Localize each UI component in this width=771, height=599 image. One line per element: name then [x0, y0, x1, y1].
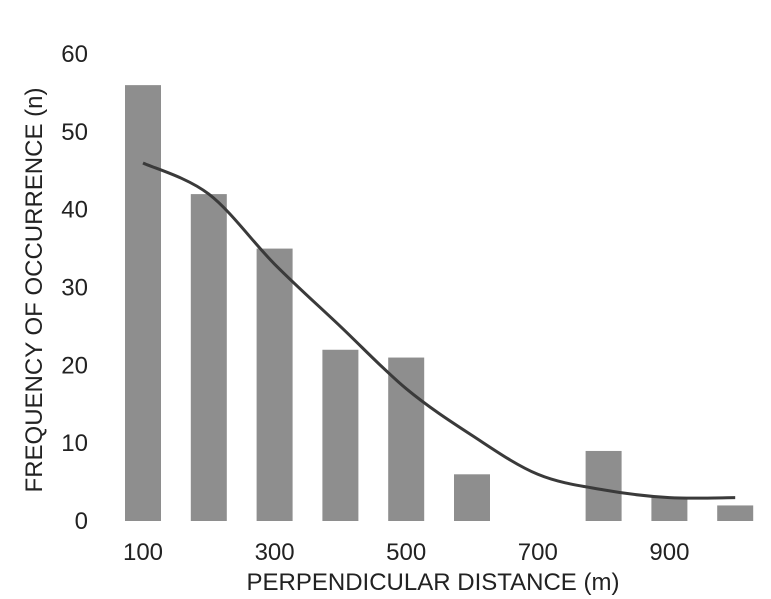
bar-600 — [454, 474, 490, 521]
x-tick-label: 500 — [386, 539, 426, 566]
x-tick-label: 900 — [649, 539, 689, 566]
y-tick-label: 30 — [61, 275, 88, 302]
bar-500 — [388, 357, 425, 521]
y-tick-label: 60 — [61, 41, 88, 68]
bar-800 — [585, 450, 622, 521]
bar-400 — [322, 349, 359, 521]
y-tick-label: 40 — [61, 197, 88, 224]
x-axis-ticks: 100 300 500 700 900 — [123, 539, 689, 566]
y-tick-label: 0 — [75, 508, 88, 535]
bar-300 — [256, 248, 293, 522]
y-axis-title: FREQUENCY OF OCCURRENCE (n) — [21, 88, 48, 493]
fitted-detection-curve — [142, 161, 736, 500]
bar-100 — [125, 85, 161, 521]
x-tick-label: 300 — [255, 539, 295, 566]
y-axis-ticks: 0 10 20 30 40 50 60 — [61, 41, 88, 535]
y-tick-label: 50 — [61, 119, 88, 146]
bars-group — [125, 85, 754, 522]
y-tick-label: 20 — [61, 352, 88, 379]
bar-900 — [651, 497, 688, 521]
x-tick-label: 700 — [518, 539, 558, 566]
x-axis-title: PERPENDICULAR DISTANCE (m) — [247, 569, 620, 596]
bar-200 — [190, 194, 227, 521]
y-tick-label: 10 — [61, 430, 88, 457]
bar-1000 — [717, 505, 754, 521]
x-tick-label: 100 — [123, 539, 163, 566]
